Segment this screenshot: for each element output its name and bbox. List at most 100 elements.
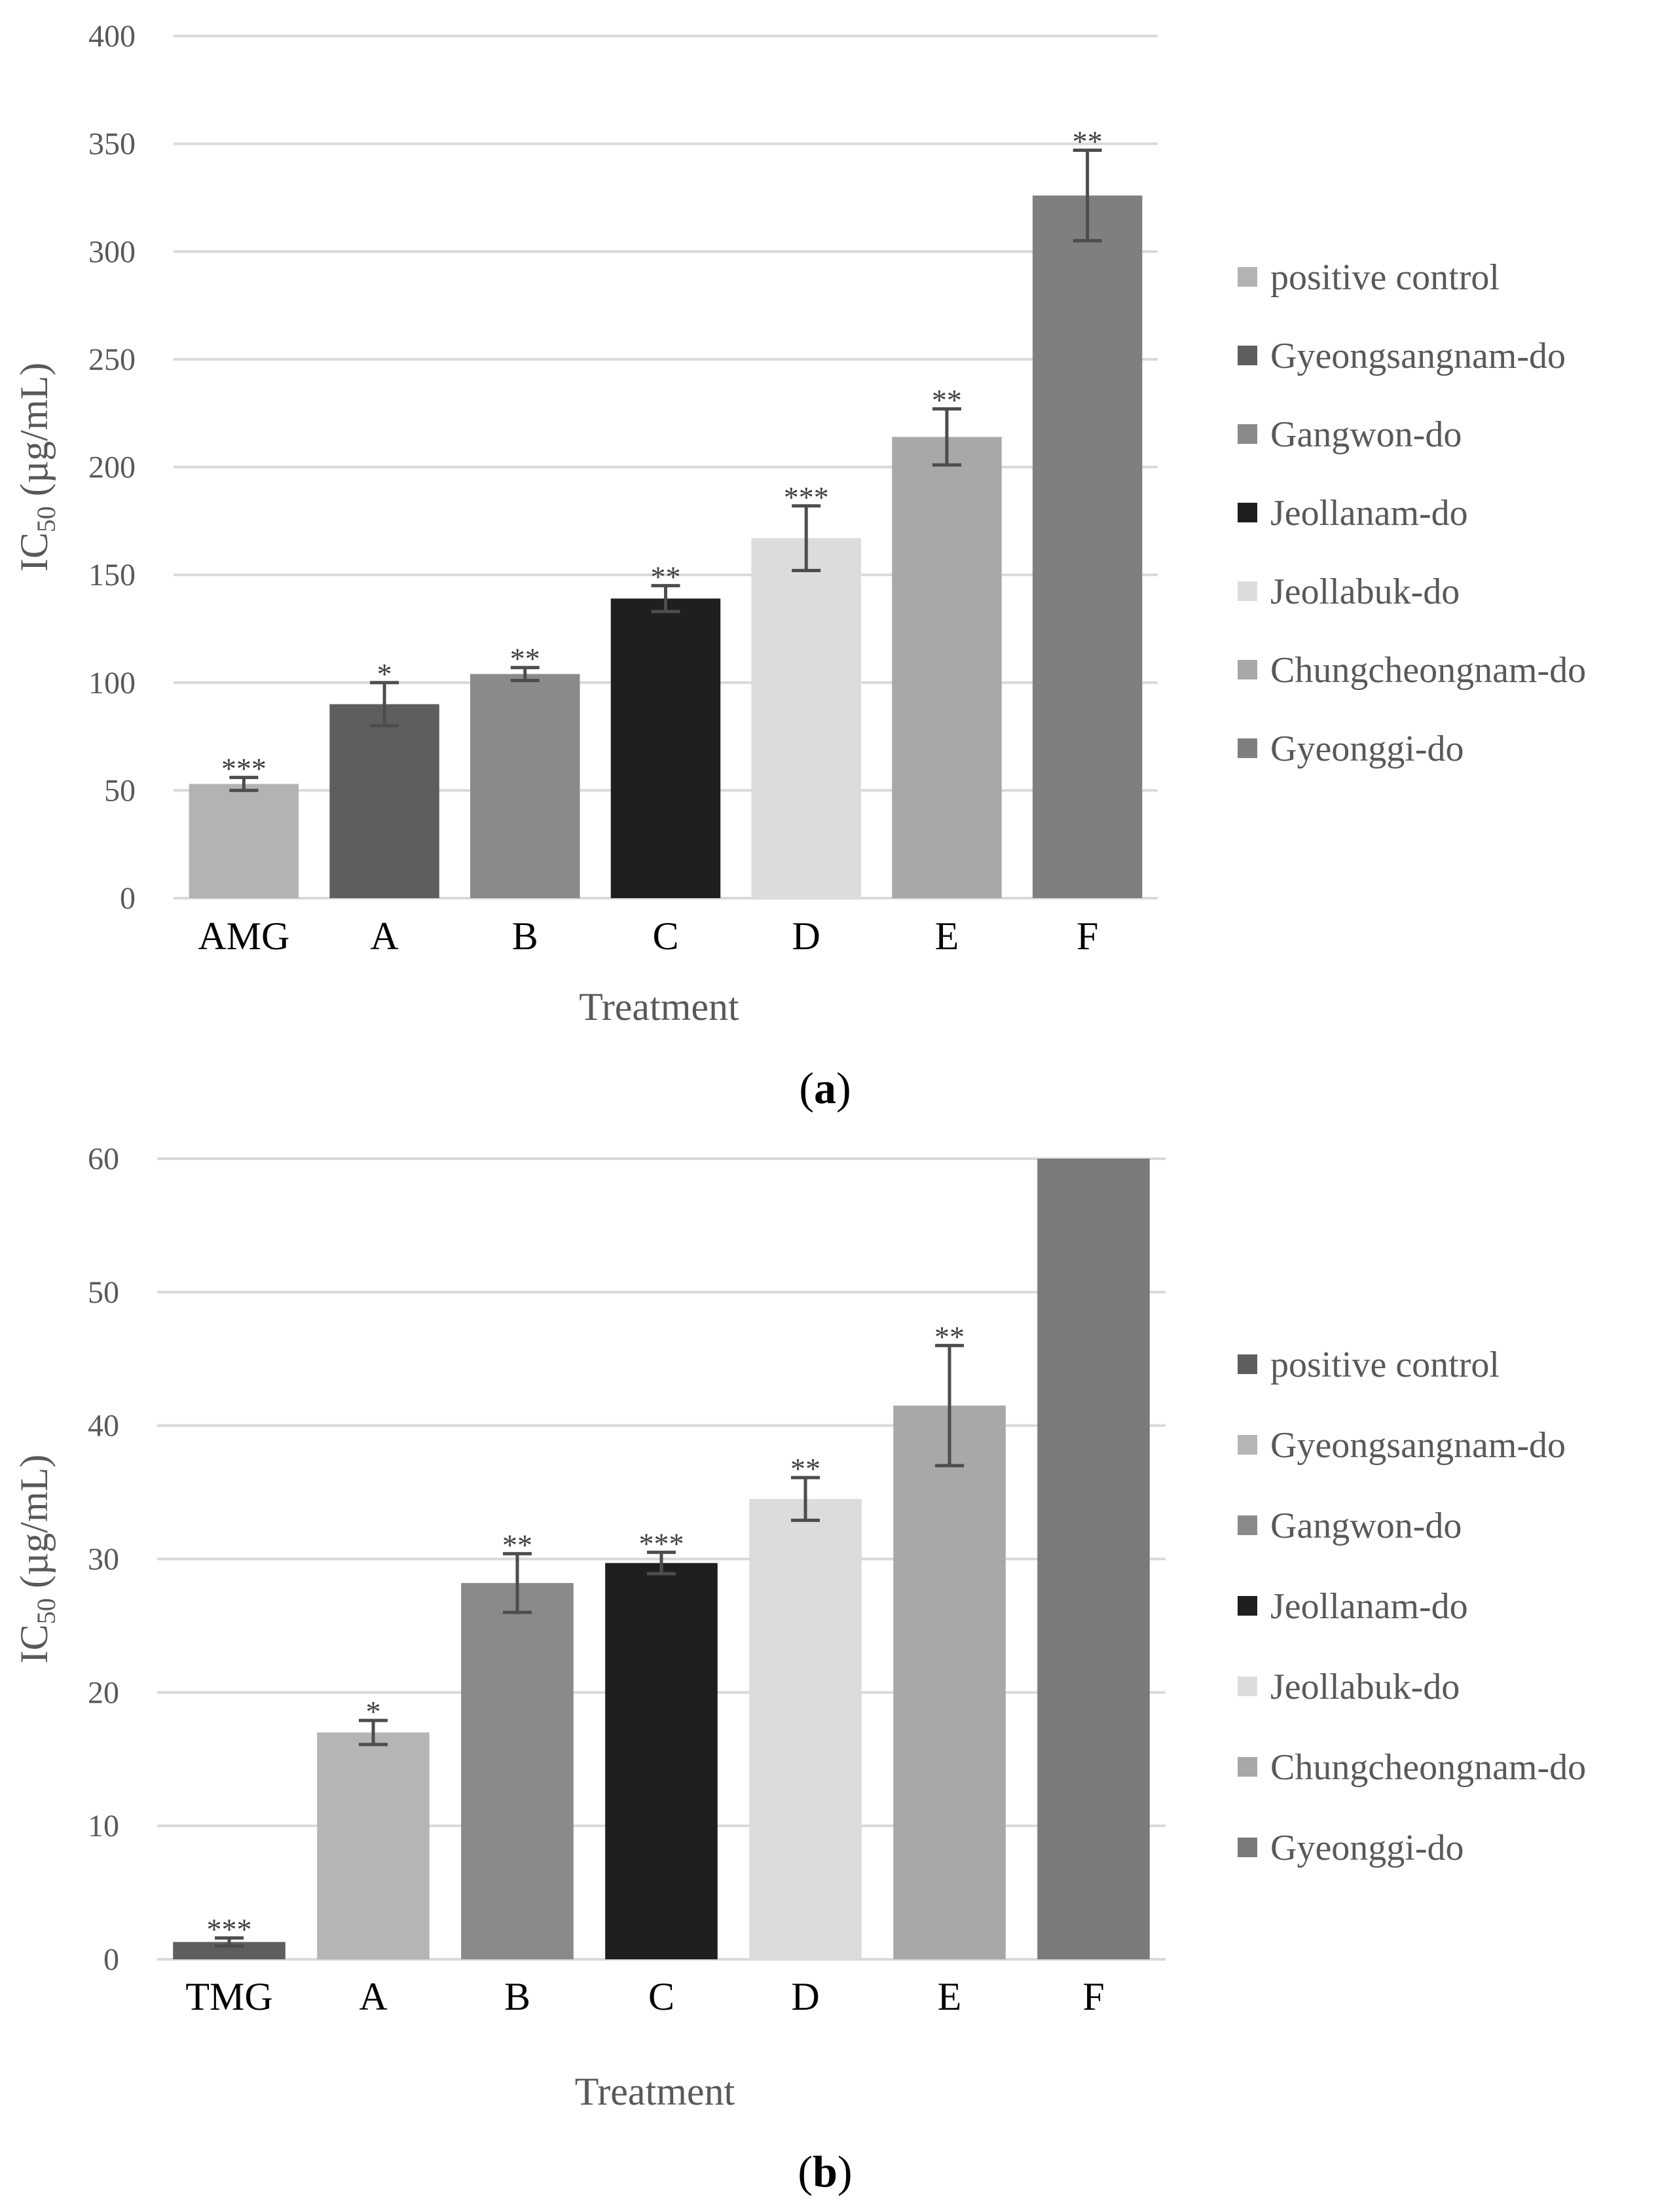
legend-swatch — [1238, 1838, 1257, 1857]
legend-entry: Jeollabuk-do — [1270, 571, 1460, 612]
significance-label: ** — [934, 1320, 965, 1353]
y-tick-label: 10 — [88, 1809, 119, 1843]
significance-label: * — [377, 657, 392, 691]
panel-label: (b) — [798, 2147, 852, 2196]
legend-swatch — [1238, 503, 1257, 522]
significance-label: *** — [207, 1912, 252, 1946]
legend-entry: positive control — [1270, 1345, 1500, 1385]
y-tick-label: 60 — [88, 1142, 119, 1176]
y-tick-label: 40 — [88, 1409, 119, 1443]
x-category-label: D — [792, 915, 820, 958]
bar-amg — [189, 784, 299, 898]
legend-swatch — [1238, 581, 1257, 601]
chart-panel-a: 0 50 100 150 200 250 300 350 400 *** AMG * A ** B ** C **… — [12, 19, 1586, 1113]
significance-label: ** — [502, 1528, 532, 1561]
legend-swatch — [1238, 346, 1257, 365]
y-tick-label: 50 — [88, 1275, 119, 1310]
y-tick-label: 400 — [88, 19, 136, 54]
panel-letter: a — [814, 1063, 836, 1113]
y-axis-title-main: IC — [12, 1624, 56, 1663]
legend: positive control Gyeongsangnam-do Gangwon-… — [1238, 257, 1586, 769]
significance-label: *** — [221, 752, 267, 786]
x-category-label: F — [1082, 1975, 1104, 2018]
x-category-label: C — [652, 915, 678, 958]
legend-swatch — [1238, 1515, 1257, 1535]
legend-entry: Gangwon-do — [1270, 1506, 1462, 1546]
legend-entry: Gyeongsangnam-do — [1270, 336, 1566, 376]
legend-entry: Jeollanam-do — [1270, 1586, 1468, 1627]
panel-letter: b — [813, 2147, 838, 2196]
x-category-label: B — [504, 1975, 530, 2018]
legend-swatch — [1238, 424, 1257, 444]
legend-swatch — [1238, 660, 1257, 680]
x-category-label: E — [935, 915, 959, 958]
significance-label: ** — [1073, 125, 1103, 158]
legend-swatch — [1238, 1354, 1257, 1374]
legend-entry: Gyeongsangnam-do — [1270, 1425, 1566, 1466]
significance-label: *** — [784, 480, 829, 514]
legend-entry: Chungcheongnam-do — [1270, 650, 1586, 691]
chart-panel-b: 0 10 20 30 40 50 60 *** TMG * A ** B *** C ** D ** E F Treat… — [12, 1142, 1586, 2196]
legend-entry: Chungcheongnam-do — [1270, 1747, 1586, 1788]
bar-b — [461, 1583, 574, 1959]
y-tick-label: 30 — [88, 1542, 119, 1577]
y-tick-label: 100 — [88, 666, 136, 700]
legend-swatch — [1238, 738, 1257, 758]
significance-label: * — [366, 1695, 381, 1728]
y-axis-title-subscript: 50 — [31, 506, 61, 532]
bar-e — [892, 437, 1002, 898]
x-category-label: C — [648, 1975, 674, 2018]
x-axis-title: Treatment — [575, 2070, 735, 2113]
x-category-label: B — [512, 915, 538, 958]
x-category-label: A — [370, 915, 398, 958]
x-category-label: F — [1077, 915, 1098, 958]
y-tick-label: 250 — [88, 342, 136, 377]
bar-d — [749, 1498, 862, 1959]
x-category-label: TMG — [185, 1975, 272, 2018]
bar-b — [470, 674, 580, 898]
y-tick-label: 20 — [88, 1675, 119, 1710]
significance-label: ** — [932, 384, 962, 417]
y-tick-label: 0 — [120, 881, 136, 916]
y-tick-label: 50 — [104, 773, 136, 808]
bar-d — [751, 538, 861, 898]
x-category-label: A — [359, 1975, 387, 2018]
bar-c — [610, 598, 721, 898]
bar-e — [893, 1405, 1006, 1959]
panel-label: (a) — [799, 1063, 851, 1113]
legend-entry: positive control — [1270, 257, 1500, 298]
legend-entry: Gangwon-do — [1270, 414, 1462, 455]
bar-f — [1037, 1159, 1150, 1959]
legend-swatch — [1238, 267, 1257, 287]
y-tick-label: 0 — [103, 1942, 119, 1977]
legend-entry: Gyeonggi-do — [1270, 729, 1464, 769]
legend-entry: Jeollabuk-do — [1270, 1667, 1460, 1707]
legend-swatch — [1238, 1435, 1257, 1455]
y-tick-label: 300 — [88, 234, 136, 269]
x-axis-title: Treatment — [579, 985, 739, 1028]
x-category-label: E — [938, 1975, 962, 2018]
y-axis-title-main: IC — [12, 532, 56, 571]
legend-entry: Gyeonggi-do — [1270, 1828, 1464, 1868]
y-axis-title: IC50 (µg/mL) — [12, 363, 61, 572]
x-category-label: AMG — [198, 915, 289, 958]
y-axis-title-unit: (µg/mL) — [12, 1455, 56, 1599]
bar-f — [1032, 195, 1143, 898]
y-tick-label: 350 — [88, 127, 136, 162]
legend-entry: Jeollanam-do — [1270, 493, 1468, 534]
y-tick-label: 150 — [88, 558, 136, 592]
legend: positive control Gyeongsangnam-do Gangwon-… — [1238, 1345, 1586, 1868]
y-tick-label: 200 — [88, 450, 136, 485]
x-category-label: D — [791, 1975, 819, 2018]
y-axis-title-subscript: 50 — [31, 1598, 61, 1624]
significance-label: ** — [510, 642, 540, 676]
legend-swatch — [1238, 1677, 1257, 1696]
significance-label: ** — [651, 560, 681, 594]
y-axis-title-unit: (µg/mL) — [12, 363, 56, 507]
legend-swatch — [1238, 1757, 1257, 1777]
significance-label: ** — [790, 1452, 820, 1485]
legend-swatch — [1238, 1596, 1257, 1616]
bar-a — [329, 704, 439, 898]
y-axis-title: IC50 (µg/mL) — [12, 1455, 61, 1664]
